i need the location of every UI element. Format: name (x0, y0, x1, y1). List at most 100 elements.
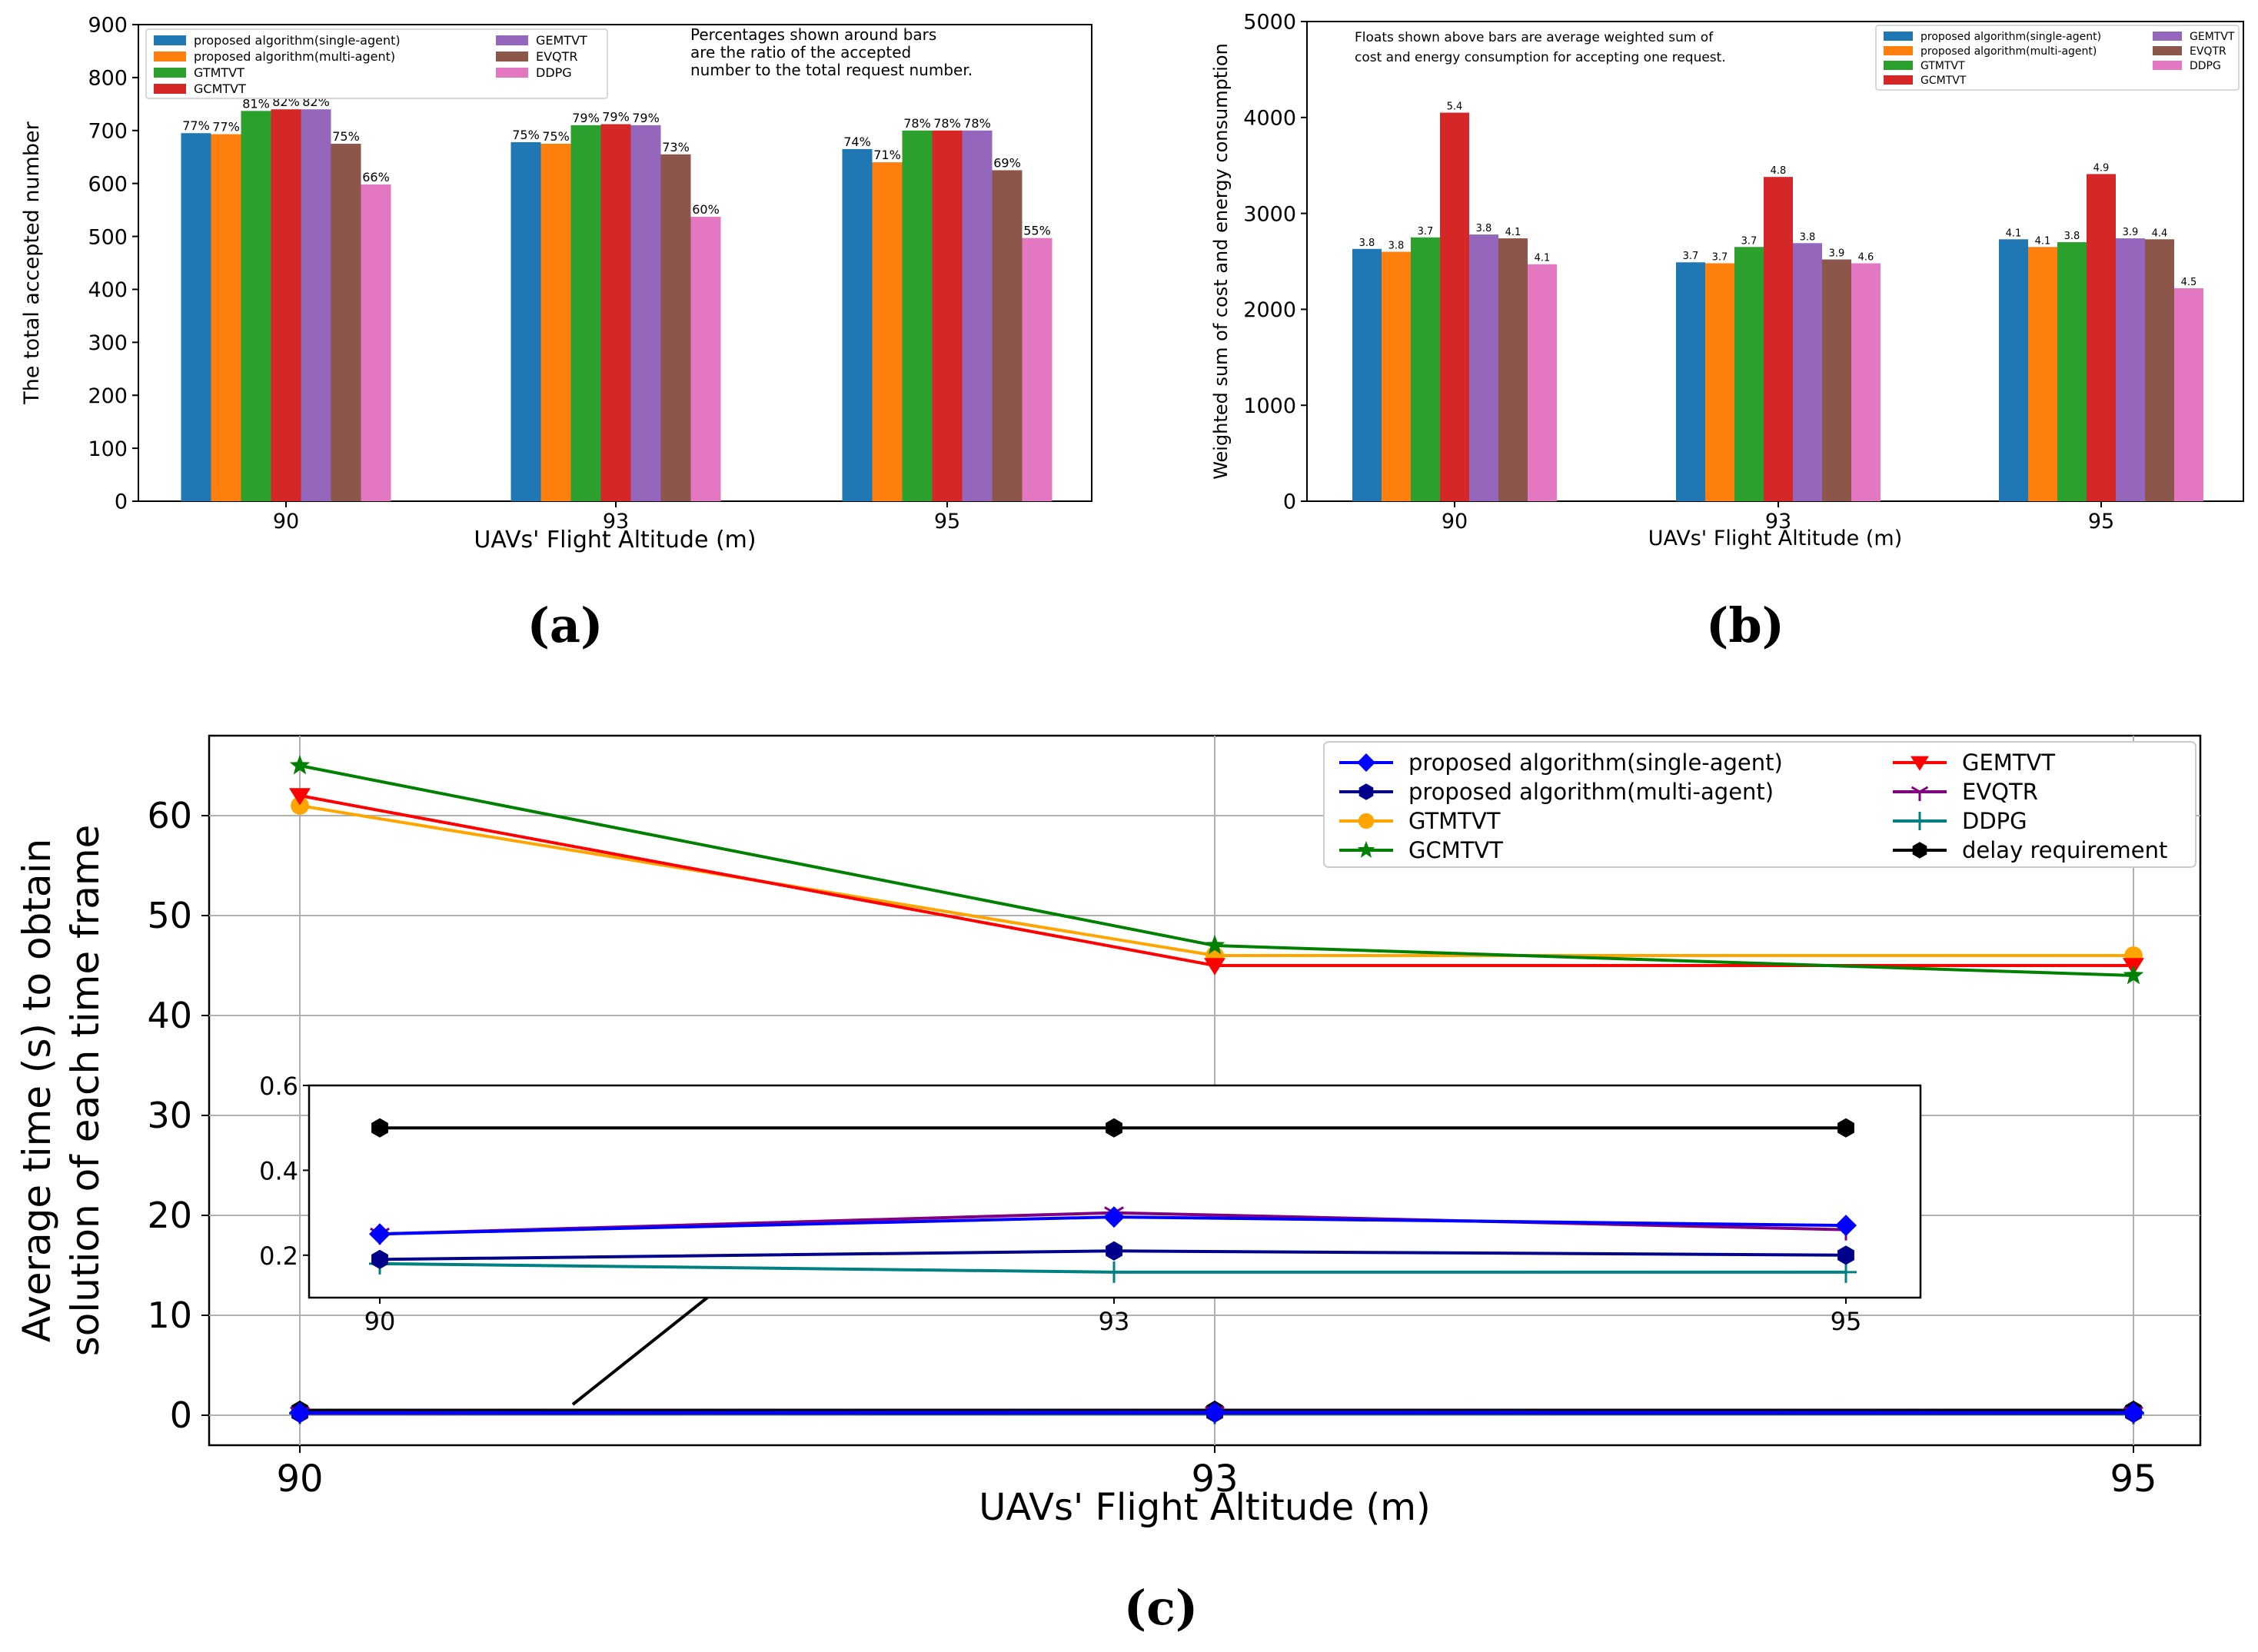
x-tick-label: 95 (934, 510, 960, 533)
bar-value-label: 60% (692, 202, 720, 217)
line-marker (1103, 1206, 1125, 1228)
line-marker (1835, 1261, 1857, 1283)
inset-x-tick-label: 90 (364, 1307, 396, 1336)
bar (331, 144, 361, 501)
bar-value-label: 75% (512, 128, 540, 142)
inset-y-tick-label: 0.2 (259, 1241, 298, 1271)
chart-note: are the ratio of the accepted (690, 43, 911, 61)
y-tick-label: 500 (88, 225, 128, 249)
bar (1528, 264, 1557, 501)
line-marker (1835, 1215, 1857, 1237)
line-marker (369, 1223, 391, 1245)
x-tick-label: 90 (276, 1458, 323, 1501)
line-marker (1106, 1118, 1122, 1138)
inset-connector (571, 1296, 709, 1406)
y-tick-label: 700 (88, 119, 128, 143)
bar-value-label: 79% (632, 111, 660, 125)
bar (842, 148, 873, 501)
y-tick-label: 0 (170, 1394, 192, 1436)
line-marker (1204, 1401, 1225, 1424)
bar-value-label: 4.1 (2035, 235, 2051, 247)
caption-c: (c) (1124, 1580, 1198, 1636)
y-tick-label: 20 (147, 1195, 192, 1236)
line-marker (1837, 1245, 1854, 1265)
y-tick-label: 10 (147, 1295, 192, 1336)
legend-label: EVQTR (2190, 45, 2226, 58)
legend-label: DDPG (1962, 808, 2027, 834)
bar (902, 130, 933, 501)
bar-value-label: 4.1 (1505, 227, 1521, 238)
bar-value-label: 71% (873, 148, 901, 162)
bar-value-label: 4.4 (2152, 228, 2168, 239)
bar (690, 217, 721, 501)
caption-b: (b) (1706, 597, 1784, 653)
bar (241, 111, 271, 502)
bar-value-label: 3.7 (1418, 226, 1434, 238)
bar (361, 184, 391, 502)
inset-x-tick-label: 93 (1099, 1307, 1130, 1336)
line-marker (1204, 958, 1225, 976)
legend-label: proposed algorithm(multi-agent) (1920, 45, 2097, 58)
legend-swatch (154, 35, 186, 45)
legend-label: DDPG (2190, 60, 2221, 72)
legend-label: GCMTVT (1408, 837, 1503, 863)
y-tick-label: 1000 (1243, 394, 1296, 418)
bar-value-label: 74% (843, 135, 871, 149)
line-marker (1103, 1261, 1125, 1283)
y-axis-label: The total accepted number (20, 121, 44, 404)
bar-value-label: 4.1 (2006, 228, 2022, 239)
y-axis-label: solution of each time frame (63, 825, 108, 1357)
legend-swatch (1884, 75, 1913, 85)
legend-swatch (1884, 46, 1913, 55)
bar (1822, 259, 1851, 501)
x-tick-label: 93 (1765, 510, 1791, 533)
bar (510, 141, 541, 501)
bar-value-label: 78% (933, 116, 961, 131)
y-tick-label: 800 (88, 67, 128, 91)
legend-label: GEMTVT (536, 33, 587, 48)
bar (1764, 177, 1793, 501)
bar (1440, 112, 1469, 501)
bar-value-label: 3.9 (2123, 227, 2139, 238)
bar-value-label: 77% (212, 120, 240, 135)
legend-label: delay requirement (1962, 837, 2167, 863)
bar (600, 124, 631, 501)
chart-note: Floats shown above bars are average weig… (1355, 30, 1714, 45)
bar-value-label: 4.9 (2093, 162, 2110, 174)
bar-value-label: 3.8 (1388, 241, 1405, 252)
line-marker (1357, 841, 1375, 858)
line-marker (1910, 756, 1929, 771)
legend-label: proposed algorithm(single-agent) (1920, 31, 2101, 43)
bar (1676, 262, 1705, 501)
y-tick-label: 0 (1283, 490, 1296, 514)
bar (540, 144, 571, 501)
bar (2174, 288, 2203, 501)
line-marker (1358, 813, 1375, 829)
legend-label: GTMTVT (194, 65, 244, 80)
legend-swatch (2153, 46, 2182, 55)
inset-y-tick-label: 0.4 (259, 1156, 298, 1185)
legend-label: GCMTVT (194, 81, 246, 96)
bar (2116, 238, 2145, 501)
line-marker (1358, 783, 1374, 800)
legend-label: DDPG (536, 65, 572, 80)
line-marker (1204, 935, 1225, 955)
inset-y-tick-label: 0.6 (259, 1072, 298, 1101)
y-tick-label: 2000 (1243, 298, 1296, 322)
y-tick-label: 30 (147, 1095, 192, 1136)
bar-value-label: 4.6 (1858, 251, 1874, 263)
y-tick-label: 100 (88, 437, 128, 461)
legend-label: GEMTVT (2190, 31, 2235, 43)
legend-label: EVQTR (1962, 779, 2038, 805)
bar-value-label: 79% (602, 110, 630, 125)
y-axis-label: Average time (s) to obtain (15, 839, 59, 1342)
legend-swatch (2153, 61, 2182, 70)
y-axis-label: Weighted sum of cost and energy consumpt… (1210, 43, 1232, 480)
y-tick-label: 3000 (1243, 202, 1296, 226)
inset-x-tick-label: 95 (1831, 1307, 1862, 1336)
bar (1352, 248, 1382, 501)
bar (1734, 247, 1764, 501)
chart-note: cost and energy consumption for acceptin… (1355, 50, 1726, 65)
bar-value-label: 69% (993, 155, 1021, 170)
